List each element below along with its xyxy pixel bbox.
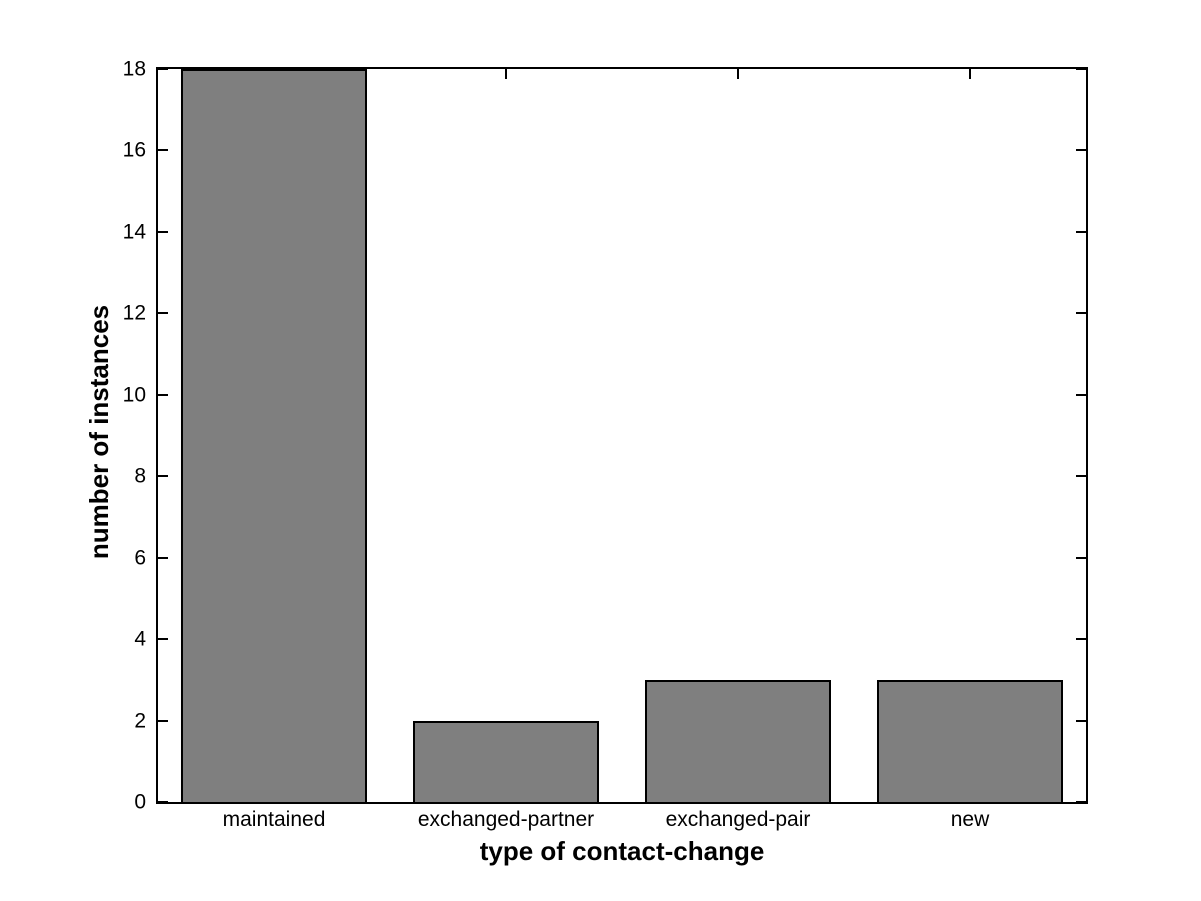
y-tick-mark	[158, 801, 168, 803]
x-tick-label: exchanged-partner	[417, 808, 595, 831]
y-tick-label: 10	[122, 383, 146, 407]
y-tick-mark	[158, 230, 168, 233]
y-tick-mark	[158, 68, 168, 70]
y-tick-mark	[158, 393, 168, 396]
x-axis-label: type of contact-change	[479, 836, 765, 866]
y-tick-mark	[1076, 393, 1086, 396]
y-tick-mark	[158, 719, 168, 722]
y-tick-mark	[158, 638, 168, 641]
y-tick-mark	[1076, 312, 1086, 315]
y-axis-label: number of instances	[84, 304, 114, 560]
y-tick-mark	[158, 312, 168, 315]
y-tick-label: 8	[134, 464, 146, 488]
bar-maintained	[181, 69, 367, 802]
bar-exchanged-partner	[413, 720, 599, 802]
bar-new	[877, 679, 1063, 802]
y-tick-label: 12	[122, 301, 146, 325]
x-tick-mark	[969, 69, 971, 79]
y-tick-mark	[1076, 230, 1086, 233]
y-tick-label: 6	[134, 546, 146, 570]
x-tick-label: maintained	[222, 808, 326, 831]
y-tick-mark	[1076, 801, 1086, 803]
y-tick-mark	[1076, 68, 1086, 70]
y-tick-label: 14	[122, 220, 146, 244]
y-tick-mark	[158, 556, 168, 559]
y-tick-mark	[1076, 556, 1086, 559]
y-tick-label: 16	[122, 138, 146, 162]
plot-area	[156, 67, 1088, 804]
y-tick-label: 0	[134, 790, 146, 814]
y-tick-label: 2	[134, 709, 146, 733]
x-tick-mark	[505, 69, 507, 79]
y-tick-mark	[1076, 475, 1086, 478]
y-tick-mark	[158, 475, 168, 478]
y-tick-mark	[1076, 719, 1086, 722]
y-tick-label: 4	[134, 627, 146, 651]
x-tick-label: new	[950, 808, 990, 831]
bar-exchanged-pair	[645, 679, 831, 802]
x-tick-label: exchanged-pair	[665, 808, 811, 831]
y-tick-mark	[1076, 149, 1086, 152]
y-tick-label: 18	[122, 57, 146, 81]
y-tick-mark	[1076, 638, 1086, 641]
y-tick-mark	[158, 149, 168, 152]
x-tick-mark	[737, 69, 739, 79]
